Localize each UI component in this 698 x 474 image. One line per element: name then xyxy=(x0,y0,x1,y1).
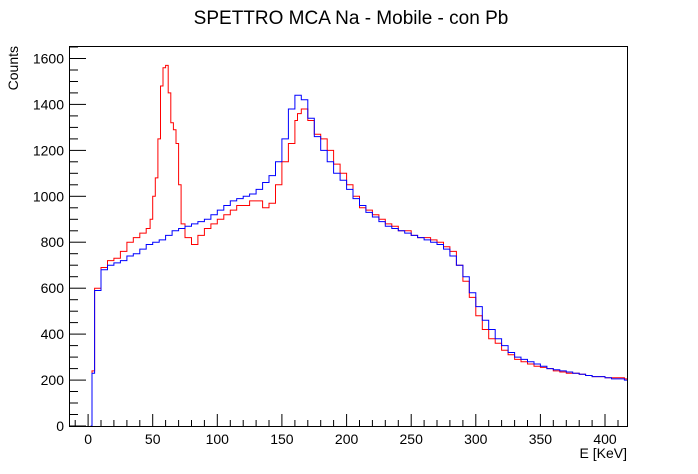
y-tick-label: 600 xyxy=(41,280,65,296)
y-axis-label: Counts xyxy=(5,46,21,90)
y-tick-label: 400 xyxy=(41,326,65,342)
y-tick-label: 1200 xyxy=(33,142,64,158)
x-tick-label: 0 xyxy=(84,431,92,447)
plot-frame xyxy=(69,46,628,427)
plot-area xyxy=(90,64,627,427)
x-axis: 0 50 100 150 200 250 300 350 400 xyxy=(74,414,619,447)
y-tick-label: 0 xyxy=(56,418,64,434)
y-axis: 0 200 400 600 800 1000 1200 1400 1600 xyxy=(33,46,86,434)
x-tick-label: 150 xyxy=(270,431,294,447)
x-tick-label: 100 xyxy=(206,431,230,447)
y-tick-label: 1400 xyxy=(33,96,64,112)
x-tick-label: 400 xyxy=(593,431,617,447)
y-tick-label: 200 xyxy=(41,372,65,388)
chart-title: SPETTRO MCA Na - Mobile - con Pb xyxy=(194,8,509,29)
x-tick-label: 50 xyxy=(145,431,161,447)
x-tick-label: 200 xyxy=(335,431,359,447)
x-tick-label: 250 xyxy=(400,431,424,447)
x-axis-label: E [KeV] xyxy=(580,445,627,461)
series-line-1 xyxy=(90,94,627,427)
y-tick-label: 800 xyxy=(41,234,65,250)
y-tick-label: 1000 xyxy=(33,188,64,204)
x-tick-label: 300 xyxy=(464,431,488,447)
x-tick-label: 350 xyxy=(529,431,553,447)
y-tick-label: 1600 xyxy=(33,51,64,67)
